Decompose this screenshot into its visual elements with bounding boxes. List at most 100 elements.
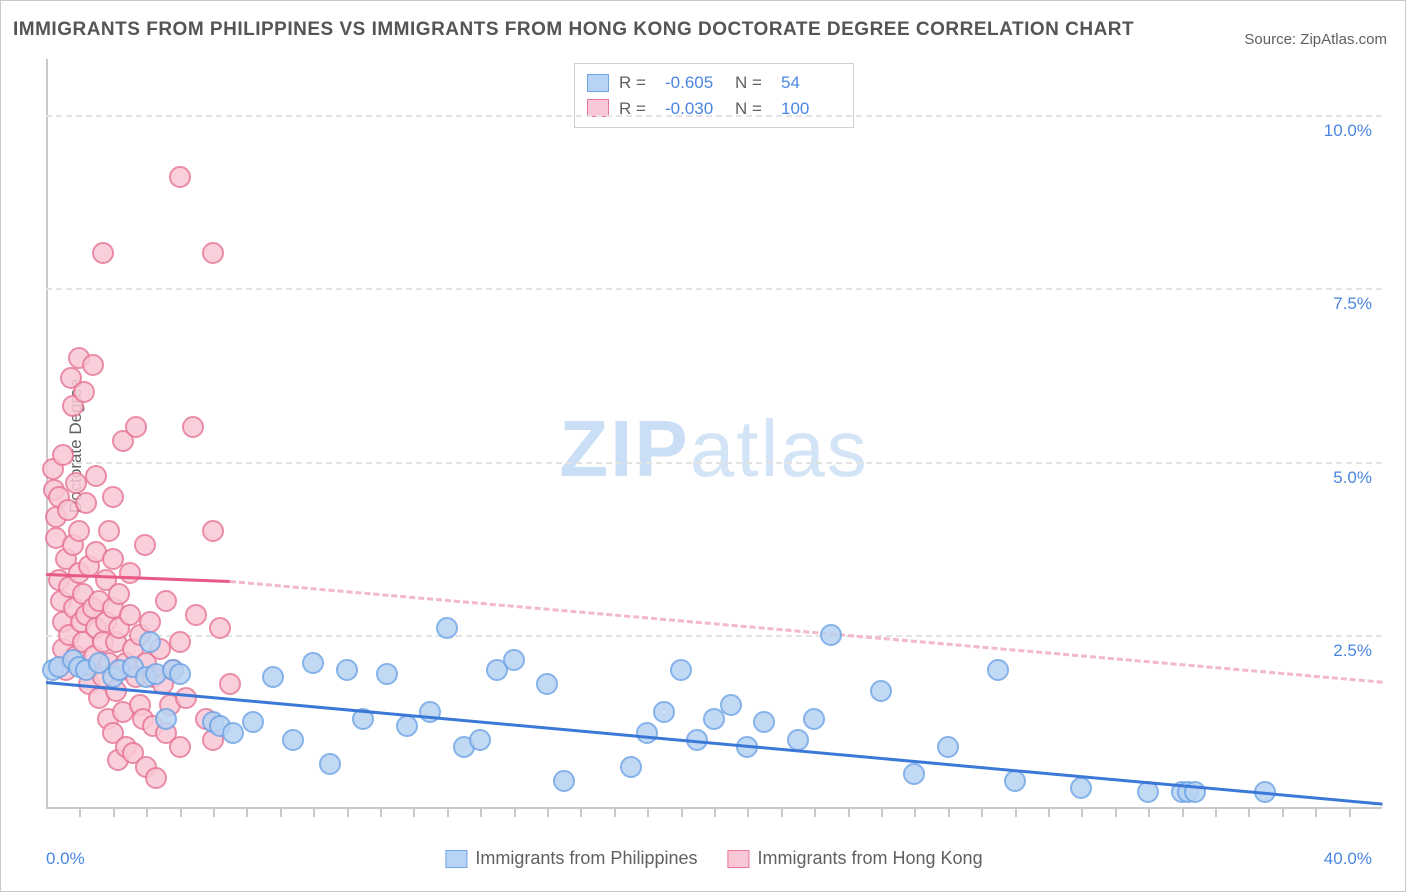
data-point [670,659,692,681]
swatch-series-0 [587,74,609,92]
x-tick-mark [514,809,516,817]
x-tick-mark [213,809,215,817]
x-tick-mark [1349,809,1351,817]
x-tick-mark [1282,809,1284,817]
x-tick-mark [113,809,115,817]
stats-row-series-0: R = -0.605 N = 54 [587,70,841,96]
x-tick-mark [413,809,415,817]
chart-container: IMMIGRANTS FROM PHILIPPINES VS IMMIGRANT… [0,0,1406,892]
data-point [820,624,842,646]
y-axis-line [46,59,48,809]
watermark: ZIPatlas [559,403,868,495]
legend-item-1: Immigrants from Hong Kong [727,848,982,869]
y-tick-label: 5.0% [1333,468,1372,488]
x-tick-mark [1148,809,1150,817]
data-point [169,663,191,685]
data-point [119,604,141,626]
data-point [282,729,304,751]
x-tick-mark [1215,809,1217,817]
x-tick-mark [747,809,749,817]
legend-swatch-0 [445,850,467,868]
x-tick-mark [714,809,716,817]
data-point [1004,770,1026,792]
x-tick-mark [1081,809,1083,817]
data-point [376,663,398,685]
x-tick-mark [681,809,683,817]
data-point [219,673,241,695]
legend-swatch-1 [727,850,749,868]
data-point [202,242,224,264]
legend-label-1: Immigrants from Hong Kong [757,848,982,869]
data-point [98,520,120,542]
r-label: R = [619,70,655,96]
data-point [262,666,284,688]
data-point [720,694,742,716]
data-point [653,701,675,723]
x-tick-mark [347,809,349,817]
x-tick-mark [781,809,783,817]
x-tick-mark [1015,809,1017,817]
x-tick-mark [1115,809,1117,817]
data-point [620,756,642,778]
x-tick-mark [1248,809,1250,817]
data-point [242,711,264,733]
x-tick-mark [981,809,983,817]
x-tick-mark [948,809,950,817]
source-prefix: Source: [1244,31,1300,48]
data-point [155,708,177,730]
data-point [85,465,107,487]
gridline [46,635,1382,637]
x-tick-mark [180,809,182,817]
data-point [102,486,124,508]
data-point [336,659,358,681]
x-tick-mark [79,809,81,817]
x-tick-mark [1182,809,1184,817]
data-point [753,711,775,733]
x-tick-mark [1315,809,1317,817]
data-point [139,631,161,653]
trend-line [46,681,1382,806]
data-point [987,659,1009,681]
data-point [553,770,575,792]
data-point [169,631,191,653]
data-point [145,767,167,789]
data-point [903,763,925,785]
r-label: R = [619,96,655,122]
stats-legend-box: R = -0.605 N = 54 R = -0.030 N = 100 [574,63,854,128]
x-tick-mark [447,809,449,817]
x-tick-mark [313,809,315,817]
y-tick-label: 2.5% [1333,641,1372,661]
data-point [870,680,892,702]
data-point [92,242,114,264]
plot-area: ZIPatlas 0.0% 40.0% R = -0.605 N = 54 R … [46,59,1382,839]
data-point [209,617,231,639]
x-tick-mark [580,809,582,817]
data-point [319,753,341,775]
x-tick-mark [647,809,649,817]
data-point [222,722,244,744]
data-point [536,673,558,695]
source-attribution: Source: ZipAtlas.com [1244,31,1387,48]
gridline [46,115,1382,117]
data-point [108,583,130,605]
y-tick-label: 10.0% [1324,121,1372,141]
x-tick-mark [848,809,850,817]
source-link[interactable]: ZipAtlas.com [1300,31,1387,48]
data-point [302,652,324,674]
data-point [787,729,809,751]
x-tick-mark [246,809,248,817]
data-point [1070,777,1092,799]
x-tick-mark [914,809,916,817]
x-tick-mark [146,809,148,817]
n-label: N = [735,96,771,122]
n-value-1: 100 [781,96,841,122]
x-origin-label: 0.0% [46,849,85,869]
data-point [75,492,97,514]
r-value-1: -0.030 [665,96,725,122]
data-point [82,354,104,376]
data-point [119,562,141,584]
n-label: N = [735,70,771,96]
gridline [46,288,1382,290]
data-point [134,534,156,556]
stats-row-series-1: R = -0.030 N = 100 [587,96,841,122]
